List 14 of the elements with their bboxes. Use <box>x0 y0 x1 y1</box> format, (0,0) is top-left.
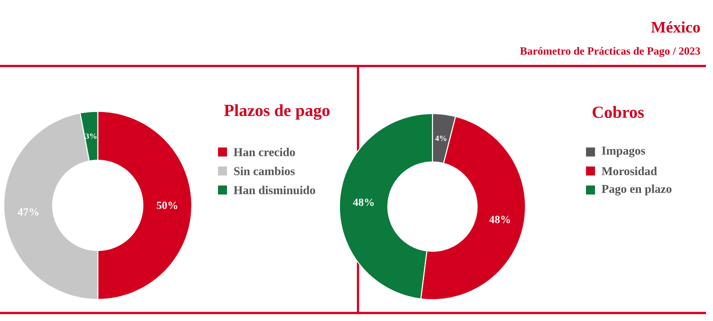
data-label: 50% <box>156 202 178 210</box>
legend-label: Sin cambios <box>234 166 295 176</box>
chart-title: Plazos de pago <box>224 104 330 120</box>
data-label: 48% <box>489 216 510 224</box>
legend-label: Han crecido <box>234 148 295 156</box>
text: México <box>651 21 700 33</box>
legend-label: Han disminuido <box>234 186 316 194</box>
text: Barómetro de Prácticas de Pago / 2023 <box>520 46 700 58</box>
data-label: 48% <box>352 198 374 206</box>
legend-label: Pago en plazo <box>602 184 672 196</box>
legend-label: Impagos <box>602 146 646 158</box>
data-label: 47% <box>18 208 38 216</box>
legend-label: Morosidad <box>602 166 657 176</box>
chart-title: Cobros <box>592 106 644 118</box>
